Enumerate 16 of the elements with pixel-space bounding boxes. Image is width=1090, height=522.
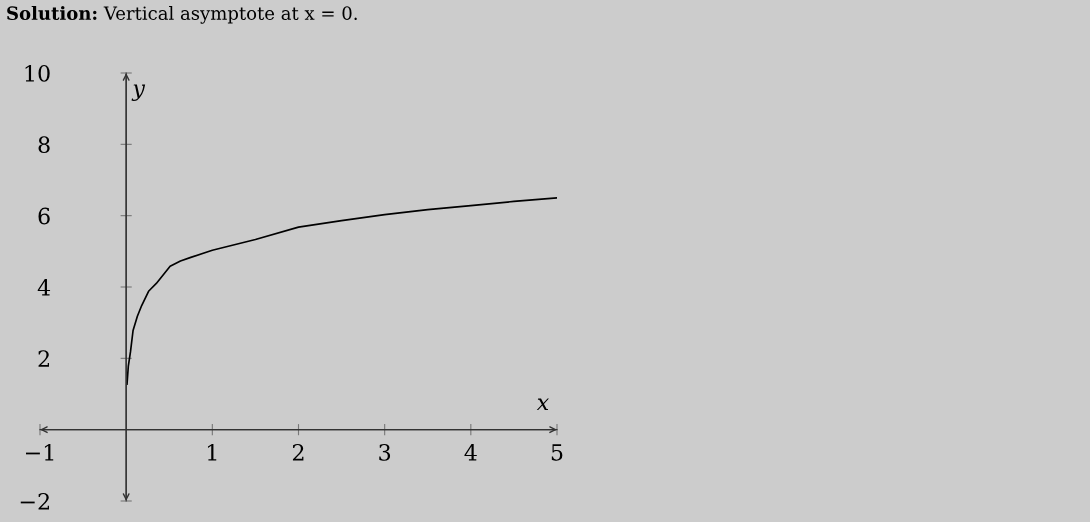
x-tick-label: 5: [551, 444, 563, 461]
x-tick-label: 3: [379, 443, 391, 461]
x-tick-label: 4: [464, 443, 477, 461]
y-tick-label: 2: [38, 350, 49, 367]
y-tick-label: −2: [20, 492, 49, 510]
y-tick-label: 4: [37, 278, 51, 296]
x-tick-label: 2: [292, 443, 304, 461]
x-tick-label: 1: [207, 443, 217, 461]
chart-title: Solution: Vertical asymptote at x = 0.: [7, 6, 357, 24]
y-axis-title: y: [131, 84, 146, 101]
y-tick-label: 8: [38, 136, 50, 154]
x-axis-title: x: [536, 398, 549, 411]
y-tick-label: 10: [25, 64, 50, 82]
line-series: [126, 196, 557, 385]
y-tick-label: 6: [38, 207, 50, 225]
x-tick-label: −1: [25, 443, 54, 461]
